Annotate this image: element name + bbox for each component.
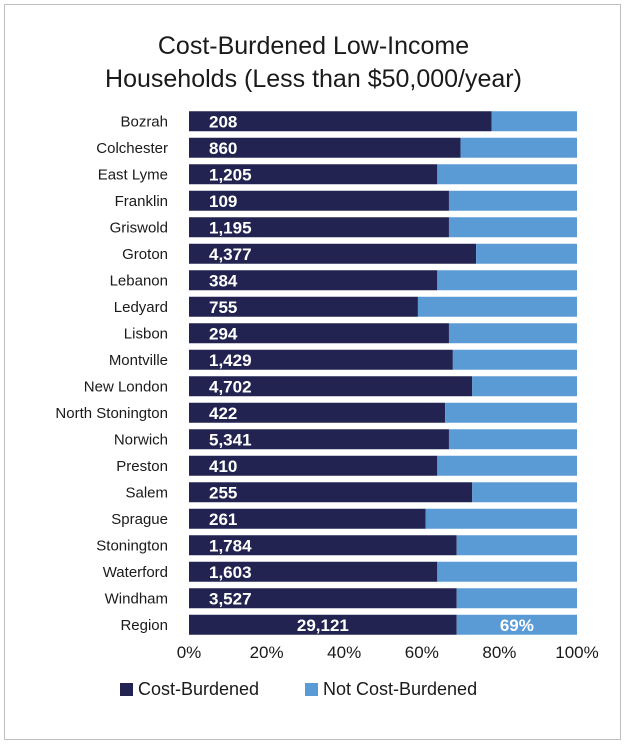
bar-not-cost-burdened-lisbon	[448, 323, 577, 344]
data-label-east-lyme: 1,205	[209, 165, 252, 184]
bar-cost-burdened-windham	[189, 588, 457, 609]
category-label-salem: Salem	[125, 484, 168, 501]
bar-not-cost-burdened-bozrah	[491, 111, 577, 132]
bar-cost-burdened-region	[189, 614, 457, 635]
data-label-montville: 1,429	[209, 351, 252, 370]
category-label-groton: Groton	[122, 246, 168, 263]
data-label-ledyard: 755	[209, 298, 237, 317]
category-label-franklin: Franklin	[115, 193, 168, 210]
data-label-lisbon: 294	[209, 324, 238, 343]
data-label-norwich: 5,341	[209, 430, 252, 449]
category-label-waterford: Waterford	[103, 564, 168, 581]
bar-not-cost-burdened-new-london	[472, 376, 577, 397]
bar-not-cost-burdened-stonington	[456, 535, 577, 556]
category-label-norwich: Norwich	[114, 431, 168, 448]
data-label-region: 29,121	[297, 616, 349, 635]
data-label-bozrah: 208	[209, 112, 237, 131]
x-tick-label-5: 100%	[555, 643, 598, 662]
bar-cost-burdened-norwich	[189, 429, 449, 450]
category-label-lebanon: Lebanon	[110, 272, 168, 289]
bar-cost-burdened-sprague	[189, 508, 426, 529]
data-label-colchester: 860	[209, 139, 237, 158]
category-label-griswold: Griswold	[110, 219, 168, 236]
data-label-new-london: 4,702	[209, 377, 252, 396]
bar-not-cost-burdened-norwich	[448, 429, 577, 450]
category-label-bozrah: Bozrah	[120, 113, 168, 130]
bar-cost-burdened-ledyard	[189, 296, 418, 317]
category-label-preston: Preston	[116, 458, 168, 475]
bar-not-cost-burdened-montville	[452, 349, 577, 370]
x-tick-label-0: 0%	[177, 643, 202, 662]
category-label-windham: Windham	[105, 590, 168, 607]
bar-not-cost-burdened-region	[456, 614, 577, 635]
bar-cost-burdened-east-lyme	[189, 164, 438, 185]
bar-cost-burdened-north-stonington	[189, 402, 446, 423]
x-tick-label-4: 80%	[482, 643, 516, 662]
x-tick-label-3: 60%	[405, 643, 439, 662]
data-label-percent-region: 69%	[500, 616, 534, 635]
category-label-sprague: Sprague	[111, 511, 168, 528]
bar-cost-burdened-stonington	[189, 535, 457, 556]
x-tick-label-1: 20%	[250, 643, 284, 662]
category-label-montville: Montville	[109, 352, 168, 369]
bar-cost-burdened-montville	[189, 349, 453, 370]
x-tick-label-2: 40%	[327, 643, 361, 662]
bar-not-cost-burdened-colchester	[460, 137, 577, 158]
category-label-region: Region	[120, 617, 168, 634]
category-label-east-lyme: East Lyme	[98, 166, 168, 183]
category-label-stonington: Stonington	[96, 537, 168, 554]
chart-title: Cost-Burdened Low-Income Households (Les…	[0, 30, 627, 96]
legend-label-cost-burdened: Cost-Burdened	[138, 679, 259, 699]
data-label-north-stonington: 422	[209, 404, 237, 423]
bar-cost-burdened-bozrah	[189, 111, 492, 132]
data-label-lebanon: 384	[209, 271, 238, 290]
data-label-griswold: 1,195	[209, 218, 252, 237]
bar-cost-burdened-franklin	[189, 190, 449, 211]
chart-title-line-2: Households (Less than $50,000/year)	[105, 65, 522, 93]
bar-cost-burdened-griswold	[189, 217, 449, 238]
data-label-preston: 410	[209, 457, 237, 476]
bar-not-cost-burdened-windham	[456, 588, 577, 609]
data-label-stonington: 1,784	[209, 536, 252, 555]
bar-not-cost-burdened-groton	[476, 243, 577, 264]
bar-not-cost-burdened-sprague	[425, 508, 577, 529]
bar-cost-burdened-lebanon	[189, 270, 438, 291]
bar-cost-burdened-colchester	[189, 137, 461, 158]
category-label-ledyard: Ledyard	[114, 299, 168, 316]
data-label-sprague: 261	[209, 510, 237, 529]
category-label-new-london: New London	[84, 378, 168, 395]
data-label-waterford: 1,603	[209, 563, 252, 582]
bar-cost-burdened-lisbon	[189, 323, 449, 344]
category-label-north-stonington: North Stonington	[55, 405, 168, 422]
data-label-groton: 4,377	[209, 245, 252, 264]
data-label-salem: 255	[209, 483, 237, 502]
bar-cost-burdened-groton	[189, 243, 477, 264]
bar-not-cost-burdened-waterford	[437, 561, 577, 582]
legend-swatch-not-cost-burdened	[305, 683, 318, 696]
chart-title-line-1: Cost-Burdened Low-Income	[157, 32, 470, 60]
bar-not-cost-burdened-franklin	[448, 190, 577, 211]
bar-not-cost-burdened-north-stonington	[445, 402, 577, 423]
bar-not-cost-burdened-preston	[437, 455, 577, 476]
bar-not-cost-burdened-griswold	[448, 217, 577, 238]
bar-cost-burdened-waterford	[189, 561, 438, 582]
legend-swatch-cost-burdened	[120, 683, 133, 696]
data-label-windham: 3,527	[209, 589, 252, 608]
data-label-franklin: 109	[209, 192, 237, 211]
bar-cost-burdened-new-london	[189, 376, 473, 397]
category-label-colchester: Colchester	[96, 140, 168, 157]
category-label-lisbon: Lisbon	[124, 325, 168, 342]
legend-label-not-cost-burdened: Not Cost-Burdened	[323, 679, 477, 699]
bar-not-cost-burdened-ledyard	[417, 296, 577, 317]
bar-cost-burdened-preston	[189, 455, 438, 476]
bar-not-cost-burdened-east-lyme	[437, 164, 577, 185]
bar-not-cost-burdened-lebanon	[437, 270, 577, 291]
bar-not-cost-burdened-salem	[472, 482, 577, 503]
bar-cost-burdened-salem	[189, 482, 473, 503]
